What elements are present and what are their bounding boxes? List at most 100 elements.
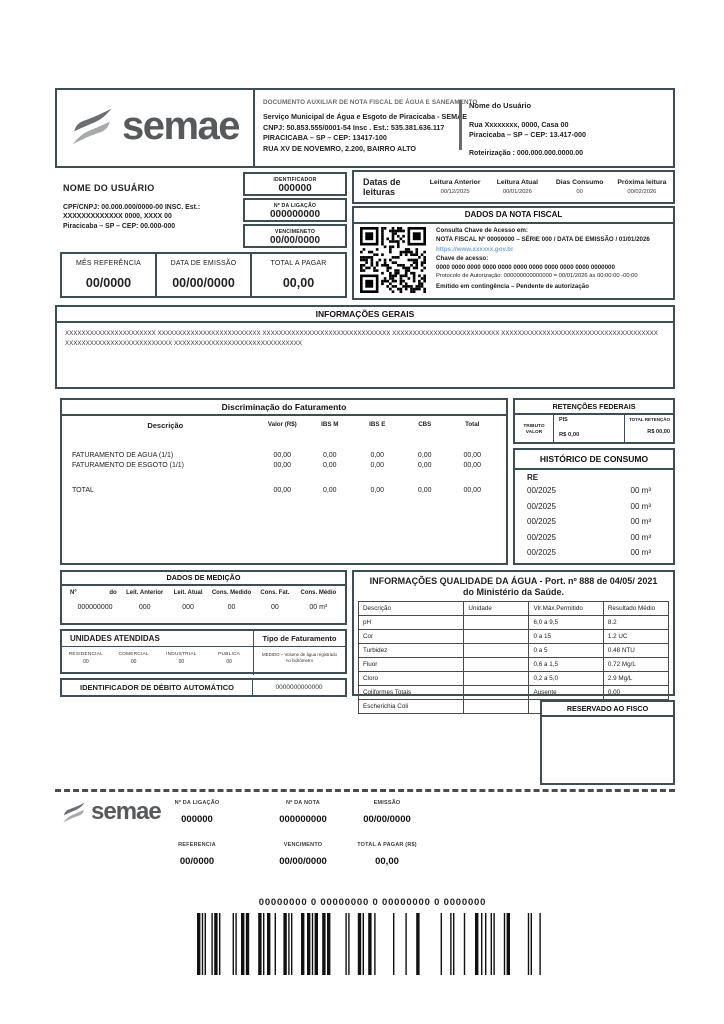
total-due-cell: TOTAL A PAGAR 00,00 bbox=[250, 254, 345, 296]
current-reading-col: Leitura Atual 00/01/2026 bbox=[486, 179, 548, 196]
billing-header-valor: Valor (R$) bbox=[267, 421, 297, 428]
general-info-line-1: XXXXXXXXXXXXXXXXXXXXXX XXXXXXXXXXXXXXXXX… bbox=[65, 330, 658, 337]
consumption-history-title: HISTÓRICO DE CONSUMO bbox=[515, 450, 673, 470]
emission-date-value: 00/00/0000 bbox=[172, 276, 235, 290]
general-info-line-2: XXXXXXXXXXXXXXXXXXXXXXXXXX XXXXXXXXXXXXX… bbox=[65, 340, 302, 347]
water-quality-table: Descrição Unidade Vlr.Máx.Permitido Resu… bbox=[357, 601, 670, 714]
semae-s-icon bbox=[72, 108, 112, 144]
general-info-title: INFORMAÇÕES GERAIS bbox=[57, 307, 673, 323]
qr-code-icon bbox=[360, 227, 426, 293]
stub-semae-logo: semae bbox=[62, 798, 162, 825]
previous-reading-col: Leitura Anterior 00/12/2025 bbox=[424, 179, 486, 196]
billing-header-desc: Descrição bbox=[147, 421, 184, 430]
retentions-total-cell: TOTAL RETENÇÃO R$ 00,00 bbox=[625, 415, 673, 444]
logo-wordmark: semae bbox=[122, 104, 241, 148]
reference-month-value: 00/0000 bbox=[85, 276, 132, 290]
history-row: 00/2025 00 m³ bbox=[527, 532, 651, 542]
measurement-values-row: 000000000 000 000 00 00 00 m³ bbox=[62, 596, 345, 611]
reserved-fisco-title: RESERVADO AO FISCO bbox=[542, 702, 673, 717]
meter-number: 000000000 bbox=[77, 604, 113, 611]
barcode-number: 00000000 0 00000000 0 00000000 0 0000000 bbox=[258, 897, 487, 908]
billing-row-sewage: FATURAMENTO DE ESGOTO (1/1) 00,00 0,00 0… bbox=[72, 462, 481, 469]
billing-header-total: Total bbox=[465, 421, 480, 428]
cut-line bbox=[55, 789, 675, 792]
billing-header-ibse: IBS E bbox=[369, 421, 386, 428]
contingency-note: Emitido em contingência – Pendente de au… bbox=[436, 282, 590, 290]
next-reading-col: Próxima leitura 00/02/2026 bbox=[611, 179, 673, 196]
history-row: 00/2025 00 m³ bbox=[527, 501, 651, 511]
document-type-label: DOCUMENTO AUXILIAR DE NOTA FISCAL DE ÁGU… bbox=[263, 99, 478, 106]
emission-date-label: DATA DE EMISSÃO bbox=[170, 260, 237, 267]
retention-total-value: R$ 00,00 bbox=[647, 428, 670, 435]
consumption-history-subtitle: RE bbox=[527, 473, 539, 482]
general-info-box: INFORMAÇÕES GERAIS XXXXXXXXXXXXXXXXXXXXX… bbox=[55, 305, 675, 389]
summary-row: MÊS REFERÊNCIA 00/0000 DATA DE EMISSÃO 0… bbox=[60, 252, 347, 298]
consumption-history-body: RE 00/2025 00 m³ 00/2025 00 m³ 00/2025 00 m… bbox=[515, 470, 673, 561]
authorization-protocol: Protocolo de Autorização: 00000000000000… bbox=[436, 273, 638, 280]
next-reading-value: 00/02/2026 bbox=[627, 189, 657, 196]
recipient-name: Nome do Usuário bbox=[469, 101, 532, 110]
history-row: 00/2025 00 m³ bbox=[527, 486, 651, 495]
stub-logo-wordmark: semae bbox=[91, 798, 162, 825]
measurement-header-row: Nº do Leit. Anterior Leit. Atual Cons. M… bbox=[70, 590, 337, 596]
stub-invoice-number: Nº DA NOTA 000000000 bbox=[279, 800, 327, 825]
federal-retentions-box: RETENÇÕES FEDERAIS TRIBUTO VALOR PIS R$ … bbox=[513, 398, 675, 444]
recipient-address-1: Rua Xxxxxxxx, 0000, Casa 00 bbox=[469, 120, 569, 129]
quality-header-row: Descrição Unidade Vlr.Máx.Permitido Resu… bbox=[357, 601, 670, 616]
stub-connection-number: Nº DA LIGAÇÃO 000000 bbox=[174, 800, 220, 825]
retentions-row: TRIBUTO VALOR PIS R$ 0,00 TOTAL RETENÇÃO… bbox=[515, 415, 673, 444]
access-key-value: 0000 0000 0000 0000 0000 0000 0000 0000 … bbox=[436, 264, 615, 272]
customer-doc-line-1: CPF/CNPJ: 00.000.000/0000-00 INSC. Est.: bbox=[63, 204, 201, 211]
units-served-box: UNIDADES ATENDIDAS Tipo de Faturamento R… bbox=[60, 629, 347, 675]
measurement-data-title: DADOS DE MEDIÇÃO bbox=[62, 572, 345, 586]
history-row: 00/2025 00 m³ bbox=[527, 517, 651, 526]
billing-row-total: TOTAL 00,00 0,00 0,00 0,00 00,00 bbox=[72, 487, 481, 494]
reference-month-label: MÊS REFERÊNCIA bbox=[75, 260, 142, 267]
recipient-accent-bar bbox=[459, 100, 462, 150]
total-due-label: TOTAL A PAGAR bbox=[270, 260, 327, 267]
billing-breakdown-title: Discriminação do Faturamento bbox=[62, 400, 506, 416]
retention-total-label: TOTAL RETENÇÃO bbox=[628, 417, 670, 422]
billing-header-ibsm: IBS M bbox=[321, 421, 339, 428]
customer-doc-line-2: XXXXXXXXXXXXX 0000, XXXX 00 bbox=[63, 213, 172, 221]
quality-row-turbidez: Turbidez 0 a 5 0.48 NTU bbox=[357, 643, 670, 658]
quality-row-fluor: Fluor 0,6 a 1,5 0.72 Mg/L bbox=[357, 657, 670, 672]
consumption-days-col: Dias Consumo 00 bbox=[549, 179, 611, 196]
pis-label: PIS bbox=[559, 417, 568, 423]
header: semae DOCUMENTO AUXILIAR DE NOTA FISCAL … bbox=[55, 88, 675, 168]
history-row: 00/2025 00 m³ bbox=[527, 548, 651, 557]
units-residential: RESIDENCIAL 00 bbox=[68, 652, 103, 665]
identifier-label: IDENTIFICADOR bbox=[273, 176, 317, 183]
stub-semae-s-icon bbox=[63, 801, 85, 823]
pis-value: R$ 0,00 bbox=[559, 432, 580, 438]
reading-dates-title: Datas de leituras bbox=[363, 176, 401, 198]
current-reading-label: Leitura Atual bbox=[496, 178, 539, 186]
customer-title: NOME DO USUÁRIO bbox=[63, 183, 155, 193]
due-date-label: VENCIMENETO bbox=[274, 228, 316, 235]
connection-number-value: 000000000 bbox=[269, 208, 321, 220]
consult-url-link[interactable]: https://www.xxxxxx.gov.br bbox=[436, 245, 514, 253]
org-address: RUA XV DE NOVEMRO, 2.200, BAIRRO ALTO bbox=[263, 143, 416, 153]
invoice-text-block: Consulta Chave de Acesso em: NOTA FISCAL… bbox=[436, 226, 669, 291]
stub-total-due: TOTAL A PAGAR (R$) 00,00 bbox=[357, 842, 417, 867]
billing-header-row: Descrição Valor (R$) IBS M IBS E CBS Tot… bbox=[62, 416, 506, 430]
stub-emission-date: EMISSÃO 00/00/0000 bbox=[363, 800, 411, 825]
emission-date-cell: DATA DE EMISSÃO 00/00/0000 bbox=[155, 254, 250, 296]
federal-retentions-title: RETENÇÕES FEDERAIS bbox=[515, 400, 673, 415]
consumption-history-box: HISTÓRICO DE CONSUMO RE 00/2025 00 m³ 00/… bbox=[513, 448, 675, 565]
recipient-block: Nome do Usuário Rua Xxxxxxxx, 0000, Casa… bbox=[469, 101, 669, 157]
units-industrial: INDUSTRIAL 00 bbox=[166, 652, 197, 665]
reserved-fisco-box: RESERVADO AO FISCO bbox=[540, 700, 675, 785]
invoice-data-box: DADOS DA NOTA FISCAL Consulta Chave de A… bbox=[352, 206, 675, 300]
auto-debit-label: IDENTIFICADOR DE DÉBITO AUTOMÁTICO bbox=[62, 680, 253, 695]
invoice-data-title: DADOS DA NOTA FISCAL bbox=[354, 208, 673, 224]
org-info: DOCUMENTO AUXILIAR DE NOTA FISCAL DE ÁGU… bbox=[263, 99, 513, 154]
previous-reading-label: Leitura Anterior bbox=[429, 178, 481, 186]
invoice-number-line: NOTA FISCAL Nº 00000000 – SÉRIE 000 / DA… bbox=[436, 236, 650, 244]
org-name: Serviço Municipal de Água e Esgoto de Pi… bbox=[263, 112, 468, 121]
connection-number-label: Nº DA LIGAÇÃO bbox=[273, 202, 317, 209]
due-date-value: 00/00/0000 bbox=[269, 234, 321, 246]
billing-row-water: FATURAMENTO DE AGUA (1/1) 00,00 0,00 0,0… bbox=[72, 452, 481, 459]
previous-reading-value: 00/12/2025 bbox=[440, 189, 470, 196]
